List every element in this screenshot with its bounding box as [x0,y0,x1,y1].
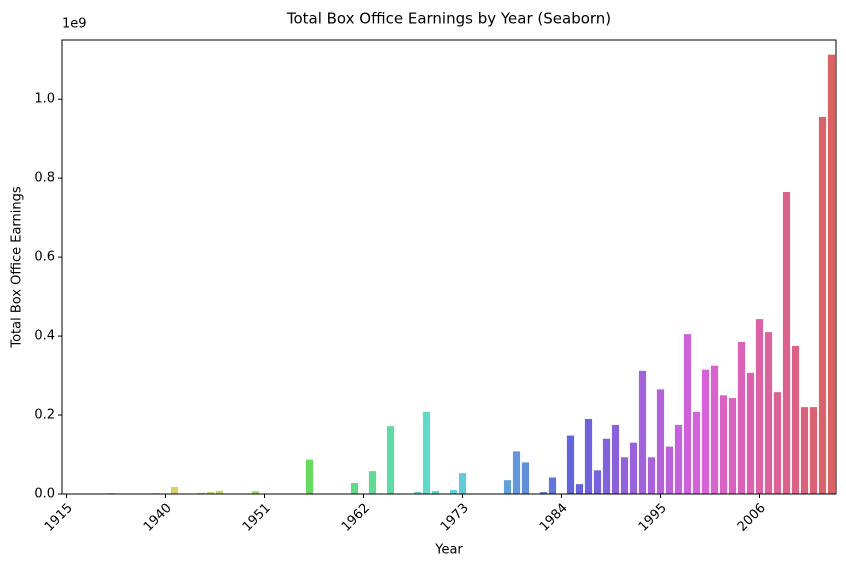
bar [602,438,611,494]
x-tick-label: 1973 [438,501,472,535]
bar [458,473,467,494]
y-tick-label: 1.0 [34,92,55,107]
bar [215,490,224,494]
bar [449,490,458,494]
bar [521,462,530,494]
bar [674,424,683,494]
bar [800,407,809,494]
y-tick-label: 0.8 [34,171,55,186]
bar [539,492,548,494]
bar [503,480,512,494]
bar [782,191,791,494]
bar [566,435,575,494]
bar [350,482,359,494]
bar [818,116,827,494]
bar [413,492,422,494]
bar [512,451,521,494]
bar [575,484,584,494]
y-axis-label: Total Box Office Earnings [10,186,25,349]
y-tick-label: 0.0 [34,487,55,502]
bar [638,370,647,494]
bar [305,459,314,494]
bar [710,365,719,494]
bar [701,369,710,494]
bar [593,470,602,494]
bar [368,471,377,494]
bar [692,411,701,494]
bar [719,395,728,494]
bar [683,334,692,494]
bar [386,426,395,494]
bar [431,490,440,494]
bar [584,418,593,494]
bar [827,54,836,494]
bar [611,424,620,494]
bar [206,492,215,494]
bar [620,457,629,494]
bar [737,342,746,494]
bar [647,457,656,494]
x-tick-label: 1940 [141,501,175,535]
bar [548,477,557,494]
x-tick-label: 1984 [537,501,571,535]
y-offset-label: 1e9 [62,17,87,32]
x-tick-label: 2006 [735,501,769,535]
x-tick-label: 1995 [636,501,670,535]
y-tick-label: 0.4 [34,329,55,344]
bar [656,389,665,494]
bar [251,491,260,494]
bar [746,372,755,494]
x-tick-label: 1951 [240,501,274,535]
bar [629,442,638,494]
bar [665,446,674,494]
bar [791,345,800,494]
bar [755,319,764,494]
axes-frame [61,39,837,495]
bar [170,486,179,494]
bar [728,398,737,494]
bar [422,411,431,494]
plot-area [107,54,836,494]
bar [809,407,818,494]
x-tick-label: 1915 [42,501,76,535]
bar [764,332,773,494]
bar [773,392,782,494]
x-axis-label: Year [434,543,463,558]
bar [197,492,206,494]
chart-title: Total Box Office Earnings by Year (Seabo… [286,10,611,28]
y-tick-label: 0.2 [34,408,55,423]
y-tick-label: 0.6 [34,250,55,265]
x-tick-label: 1962 [339,501,373,535]
